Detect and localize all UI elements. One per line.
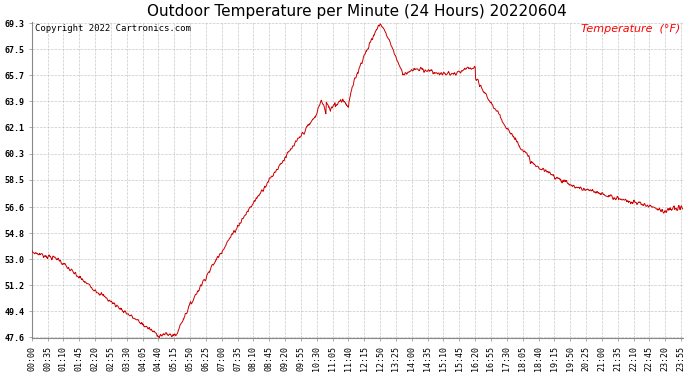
Text: Copyright 2022 Cartronics.com: Copyright 2022 Cartronics.com bbox=[34, 24, 190, 33]
Text: Temperature  (°F): Temperature (°F) bbox=[581, 24, 680, 34]
Title: Outdoor Temperature per Minute (24 Hours) 20220604: Outdoor Temperature per Minute (24 Hours… bbox=[148, 4, 567, 19]
